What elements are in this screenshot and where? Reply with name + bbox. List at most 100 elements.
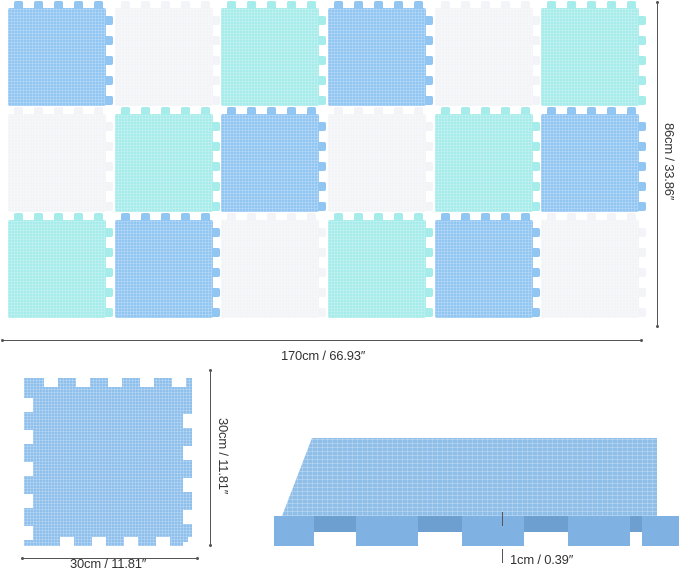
tile-interlock-tab [460,1,470,9]
tile-interlock-tab [105,76,113,85]
tile-interlock-tab [638,228,647,237]
tile-interlock-tab [460,107,470,115]
tile-notch [183,542,193,556]
tile-interlock-tab [374,213,383,221]
tile-interlock-tab [318,162,327,171]
tile-interlock-tab [587,213,597,221]
tile-interlock-tab [520,107,530,115]
tile-notch [60,537,74,547]
tile-notch [76,377,90,387]
tile-interlock-tab [531,288,540,297]
tile-interlock-tab [211,268,220,277]
tile-interlock-tab [105,228,113,237]
tile-interlock-tab [105,96,113,105]
tile-interlock-tab [105,202,113,211]
thickness-arrow-bottom [502,549,503,563]
tile-interlock-tab [627,107,637,115]
tile-interlock-tab [140,107,150,115]
tile-interlock-tab [211,228,220,237]
tile-interlock-tab [267,213,277,221]
tile-interlock-tab [318,122,327,131]
mat-tile-white [221,220,320,318]
tile-interlock-tab [531,228,540,237]
tile-interlock-tab [567,107,577,115]
mat-tile-blue [328,8,426,106]
tile-interlock-tab [354,107,363,115]
tile-notch [124,537,138,547]
mat-tile-blue [114,220,213,318]
single-tile-top-view [23,377,202,556]
tile-interlock-tab [105,268,113,277]
tile-interlock-tab [211,182,220,191]
mat-tile-mint [541,8,640,106]
tile-interlock-tab [140,213,150,221]
tile-interlock-tab [425,76,433,85]
mat-tile-white [328,114,426,212]
tile-interlock-tab [607,1,617,9]
tile-interlock-tab [105,182,113,191]
tile-interlock-tab [54,107,63,115]
tile-interlock-tab [414,107,423,115]
tile-interlock-tab [94,1,103,9]
tile-interlock-tab [425,96,433,105]
tile-interlock-tab [211,96,220,105]
tile-interlock-tab [638,142,647,151]
tile-interlock-tab [105,56,113,65]
tile-interlock-tab [567,1,577,9]
tile-interlock-tab [531,96,540,105]
tile-interlock-tab [374,1,383,9]
tile-interlock-tab [425,142,433,151]
tile-interlock-tab [180,213,190,221]
height-dimension-tick-bottom [656,325,659,328]
thickness-arrow-top [502,512,503,526]
tile-interlock-tab [105,16,113,25]
tile-interlock-tab [200,213,210,221]
tile-interlock-tab [638,36,647,45]
tile-interlock-tab [334,107,343,115]
tile-interlock-tab [531,202,540,211]
tile-interlock-tab [500,107,510,115]
tile-interlock-tab [227,107,237,115]
tile-interlock-tab [227,1,237,9]
mat-tile-blue [434,220,533,318]
mat-tile-mint [8,220,106,318]
tile-interlock-tab [211,288,220,297]
mat-tile-blue [541,114,640,212]
tile-interlock-tab [14,107,23,115]
tile-notch [188,537,202,547]
tile-interlock-tab [34,107,43,115]
tile-interlock-tab [425,122,433,131]
tile-side-edge [356,516,418,546]
mat-tile-white [8,114,106,212]
tile-interlock-tab [520,1,530,9]
overall-width-label: 170cm / 66.93″ [281,348,366,363]
tile-interlock-tab [287,213,297,221]
tile-interlock-tab [318,36,327,45]
tile-interlock-tab [638,96,647,105]
tile-notch [92,537,106,547]
tile-interlock-tab [287,1,297,9]
tile-edge-slot [524,516,568,532]
tile-interlock-tab [211,308,220,317]
tile-interlock-tab [638,182,647,191]
tile-interlock-tab [638,56,647,65]
tile-interlock-tab [334,213,343,221]
tile-interlock-tab [247,213,257,221]
tile-notch [183,446,193,460]
mat-tile-mint [328,220,426,318]
tile-interlock-tab [105,308,113,317]
tile-height-tick-bottom [209,544,212,547]
height-dimension-line [657,2,658,327]
tile-interlock-tab [105,248,113,257]
tile-interlock-tab [425,268,433,277]
tile-edge-slot [630,516,642,532]
tile-notch [183,414,193,428]
tile-interlock-tab [500,1,510,9]
tile-interlock-tab [54,1,63,9]
tile-interlock-tab [211,202,220,211]
tile-width-label: 30cm / 11.81″ [70,556,147,571]
tile-textured-surface [282,438,657,516]
tile-interlock-tab [74,1,83,9]
tile-interlock-tab [34,1,43,9]
tile-interlock-tab [531,122,540,131]
